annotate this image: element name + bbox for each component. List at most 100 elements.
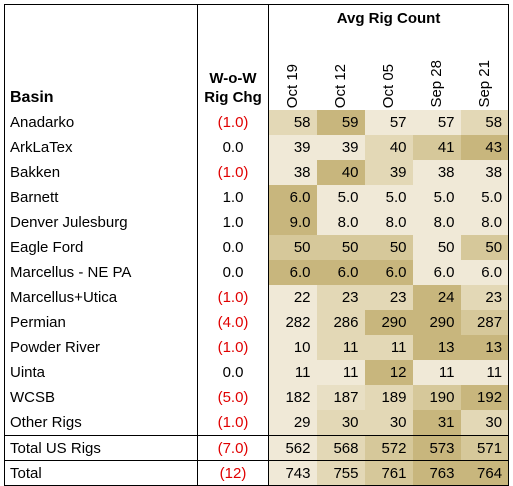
rig-count-cell: 57 xyxy=(364,110,413,135)
rig-count-cell: 5.0 xyxy=(460,185,510,210)
rig-count-cell: 573 xyxy=(412,435,461,461)
rig-count-cell: 11 xyxy=(364,335,413,360)
rig-count-cell: 282 xyxy=(268,310,317,335)
month-header-sep-21: Sep 21 xyxy=(460,31,510,110)
basin-name-cell: Barnett xyxy=(4,185,198,210)
wow-change-cell: 1.0 xyxy=(197,210,269,235)
month-label: Oct 05 xyxy=(380,63,397,108)
rig-count-cell: 8.0 xyxy=(412,210,461,235)
table-row: Eagle Ford 0.0 50 50 50 50 50 xyxy=(4,235,510,260)
rig-count-cell: 286 xyxy=(316,310,365,335)
rig-count-cell: 50 xyxy=(316,235,365,260)
rig-count-cell: 39 xyxy=(364,160,413,185)
wow-change-cell: (7.0) xyxy=(197,435,269,461)
table-row: Powder River (1.0) 10 11 11 13 13 xyxy=(4,335,510,360)
table-row: Barnett 1.0 6.0 5.0 5.0 5.0 5.0 xyxy=(4,185,510,210)
rig-count-cell: 11 xyxy=(316,335,365,360)
wow-change-cell: 0.0 xyxy=(197,235,269,260)
basin-name-cell: Eagle Ford xyxy=(4,235,198,260)
rig-count-cell: 11 xyxy=(460,360,510,385)
wow-change-cell: (4.0) xyxy=(197,310,269,335)
rig-count-table: Avg Rig Count Basin W-o-W Rig Chg Oct 19… xyxy=(4,4,510,486)
rig-count-cell: 568 xyxy=(316,435,365,461)
rig-count-cell: 12 xyxy=(364,360,413,385)
basin-name-cell: Denver Julesburg xyxy=(4,210,198,235)
rig-count-cell: 43 xyxy=(460,135,510,160)
rig-count-cell: 763 xyxy=(412,460,461,486)
rig-count-cell: 743 xyxy=(268,460,317,486)
wow-change-cell: (12) xyxy=(197,460,269,486)
rig-count-cell: 11 xyxy=(316,360,365,385)
table-row: Other Rigs (1.0) 29 30 30 31 30 xyxy=(4,410,510,436)
rig-count-cell: 39 xyxy=(316,135,365,160)
table-row: Marcellus+Utica (1.0) 22 23 23 24 23 xyxy=(4,285,510,310)
rig-count-cell: 38 xyxy=(268,160,317,185)
wow-change-cell: 0.0 xyxy=(197,260,269,285)
total-row: Total US Rigs (7.0) 562 568 572 573 571 xyxy=(4,435,510,461)
rig-count-cell: 182 xyxy=(268,385,317,410)
rig-count-cell: 23 xyxy=(364,285,413,310)
rig-count-cell: 23 xyxy=(460,285,510,310)
rig-count-cell: 11 xyxy=(268,360,317,385)
wow-change-cell: (1.0) xyxy=(197,285,269,310)
rig-count-cell: 764 xyxy=(460,460,510,486)
month-header-sep-28: Sep 28 xyxy=(413,31,461,110)
rig-count-cell: 190 xyxy=(412,385,461,410)
table-row: WCSB (5.0) 182 187 189 190 192 xyxy=(4,385,510,410)
rig-count-cell: 290 xyxy=(364,310,413,335)
table-row: Anadarko (1.0) 58 59 57 57 58 xyxy=(4,110,510,135)
rig-count-cell: 6.0 xyxy=(412,260,461,285)
rig-count-cell: 13 xyxy=(460,335,510,360)
rig-count-cell: 6.0 xyxy=(268,260,317,285)
basin-name-cell: ArkLaTex xyxy=(4,135,198,160)
rig-count-cell: 11 xyxy=(412,360,461,385)
rig-count-cell: 6.0 xyxy=(364,260,413,285)
basin-name-cell: Bakken xyxy=(4,160,198,185)
rig-count-cell: 192 xyxy=(460,385,510,410)
basin-name-cell: Other Rigs xyxy=(4,410,198,436)
basin-name-cell: Total xyxy=(4,460,198,486)
basin-name-cell: Uinta xyxy=(4,360,198,385)
rig-count-cell: 41 xyxy=(412,135,461,160)
rig-count-cell: 50 xyxy=(460,235,510,260)
rig-count-cell: 31 xyxy=(412,410,461,436)
month-header-oct-12: Oct 12 xyxy=(317,31,365,110)
rig-count-cell: 761 xyxy=(364,460,413,486)
wow-change-cell: (1.0) xyxy=(197,410,269,436)
wow-change-cell: 0.0 xyxy=(197,135,269,160)
month-label: Sep 28 xyxy=(428,60,445,108)
wow-change-cell: (1.0) xyxy=(197,110,269,135)
rig-count-cell: 57 xyxy=(412,110,461,135)
rig-count-cell: 13 xyxy=(412,335,461,360)
rig-count-cell: 5.0 xyxy=(364,185,413,210)
basin-name-cell: Total US Rigs xyxy=(4,435,198,461)
wow-change-cell: 0.0 xyxy=(197,360,269,385)
rig-count-cell: 287 xyxy=(460,310,510,335)
basin-name-cell: Permian xyxy=(4,310,198,335)
rig-count-cell: 59 xyxy=(316,110,365,135)
wow-column-header: W-o-W Rig Chg xyxy=(197,31,269,110)
rig-count-cell: 40 xyxy=(364,135,413,160)
basin-column-header: Basin xyxy=(4,31,198,110)
rig-count-cell: 9.0 xyxy=(268,210,317,235)
rig-count-cell: 571 xyxy=(460,435,510,461)
wow-change-cell: (1.0) xyxy=(197,335,269,360)
rig-count-cell: 572 xyxy=(364,435,413,461)
basin-name-cell: Marcellus+Utica xyxy=(4,285,198,310)
wow-change-cell: 1.0 xyxy=(197,185,269,210)
rig-count-cell: 40 xyxy=(316,160,365,185)
wow-header-line1: W-o-W xyxy=(209,70,257,87)
rig-count-cell: 10 xyxy=(268,335,317,360)
rig-count-cell: 5.0 xyxy=(316,185,365,210)
rig-count-cell: 5.0 xyxy=(412,185,461,210)
basin-name-cell: Powder River xyxy=(4,335,198,360)
basin-name-cell: Marcellus - NE PA xyxy=(4,260,198,285)
rig-count-cell: 29 xyxy=(268,410,317,436)
table-row: Marcellus - NE PA 0.0 6.0 6.0 6.0 6.0 6.0 xyxy=(4,260,510,285)
rig-count-cell: 58 xyxy=(268,110,317,135)
rig-count-cell: 8.0 xyxy=(460,210,510,235)
rig-count-cell: 189 xyxy=(364,385,413,410)
month-label: Oct 19 xyxy=(284,63,302,108)
rig-count-cell: 562 xyxy=(268,435,317,461)
rig-count-cell: 50 xyxy=(364,235,413,260)
